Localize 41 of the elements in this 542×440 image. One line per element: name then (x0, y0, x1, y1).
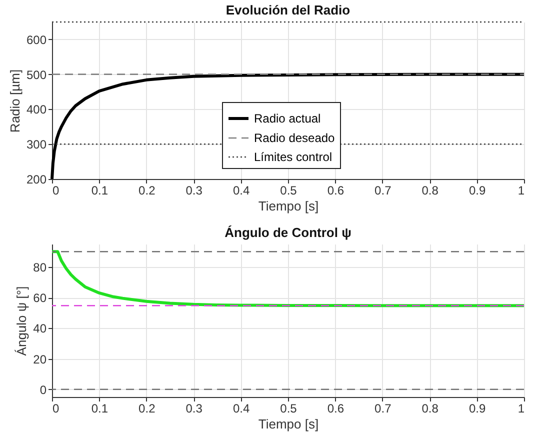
x-tick-label: 0 (52, 402, 60, 416)
x-tick-label: 0.6 (327, 184, 344, 198)
x-tick-label: 0.4 (232, 402, 250, 416)
y-tick-label: 40 (33, 322, 47, 336)
y-tick-label: 0 (40, 382, 47, 397)
x-tick-label: 0.9 (468, 402, 486, 416)
y-tick-label: 20 (33, 352, 47, 366)
y-tick-label: 500 (26, 68, 47, 82)
x-tick-label: 0.9 (468, 184, 486, 198)
y-axis-title: Radio [µm] (7, 69, 22, 133)
x-tick-label: 0.2 (138, 402, 156, 416)
x-tick-label: 0.6 (327, 402, 344, 416)
x-tick-label: 0.1 (91, 184, 108, 198)
y-tick-label: 300 (26, 138, 47, 152)
x-tick-label: 0.8 (422, 402, 439, 416)
x-axis-title: Tiempo [s] (258, 198, 319, 214)
y-tick-label: 200 (26, 172, 47, 186)
legend-label: Radio actual (254, 112, 321, 126)
x-tick-label: 0.1 (91, 402, 108, 416)
x-tick-label: 0.2 (138, 184, 156, 198)
y-tick-label: 600 (26, 32, 47, 47)
x-tick-label: 0.3 (186, 184, 203, 198)
y-tick-label: 80 (33, 260, 47, 274)
x-axis-title: Tiempo [s] (258, 416, 319, 432)
x-tick-label: 0 (52, 184, 60, 198)
x-tick-label: 0.7 (374, 402, 392, 416)
x-tick-label: 0.8 (422, 184, 439, 198)
legend-label: Límites control (254, 150, 332, 164)
y-axis-title: Ángulo ψ [°] (14, 286, 30, 356)
chart-title: Evolución del Radio (226, 2, 350, 18)
y-tick-label: 60 (33, 291, 47, 306)
x-tick-label: 1 (518, 184, 525, 198)
x-tick-label: 1 (518, 402, 525, 416)
x-tick-label: 0.3 (186, 402, 203, 416)
x-tick-label: 0.5 (280, 402, 298, 416)
x-tick-label: 0.4 (232, 184, 250, 198)
x-tick-label: 0.7 (374, 184, 392, 198)
legend-label: Radio deseado (254, 131, 336, 145)
chart-title: Ángulo de Control ψ (224, 225, 352, 240)
x-tick-label: 0.5 (280, 184, 298, 198)
y-tick-label: 400 (26, 102, 47, 117)
